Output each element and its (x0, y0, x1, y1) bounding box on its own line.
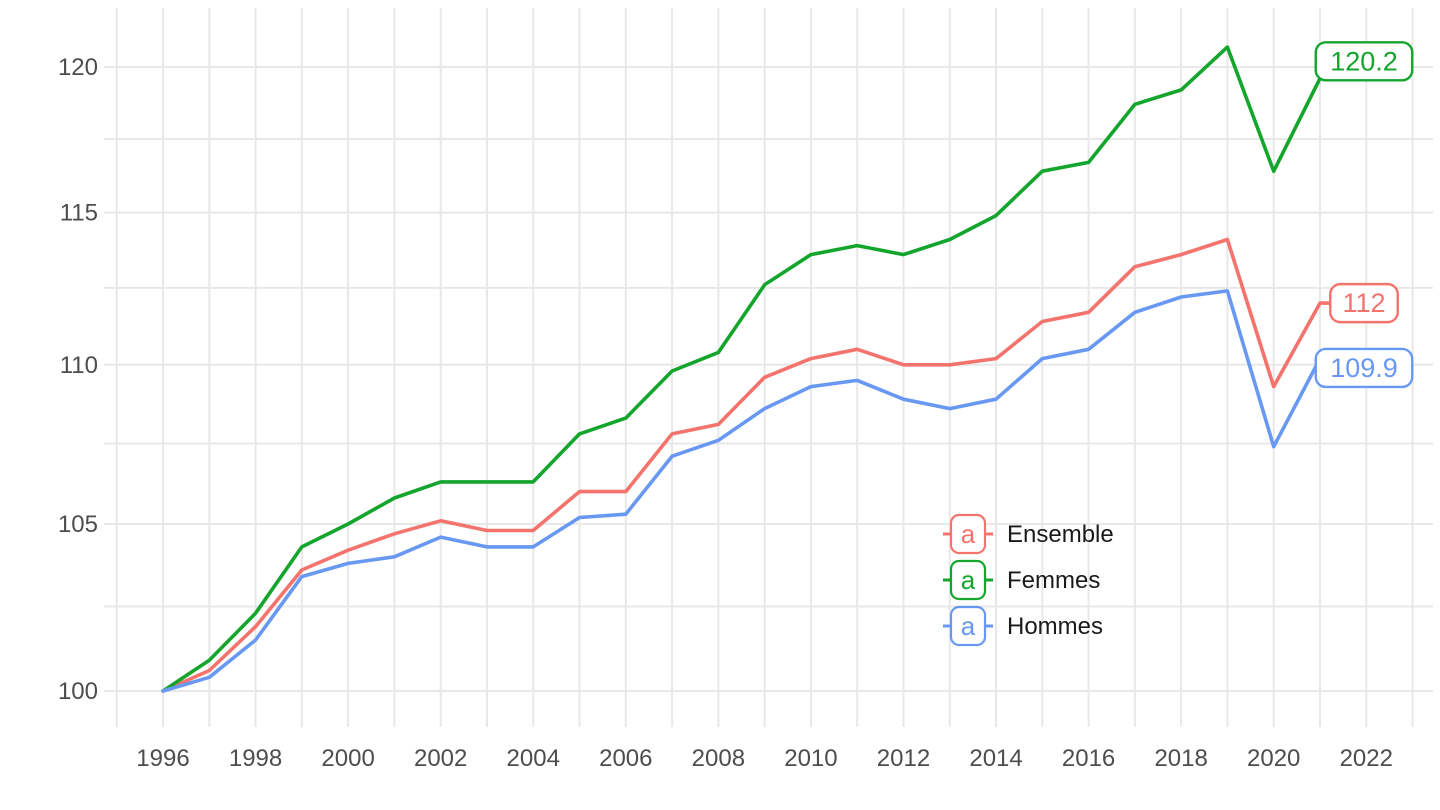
x-axis-tick-label: 2002 (414, 745, 467, 772)
x-axis-tick-label: 1998 (229, 745, 282, 772)
end-label-box-ensemble (1329, 282, 1399, 324)
series-line-hommes (161, 289, 1369, 693)
x-axis-tick-label: 2006 (599, 745, 652, 772)
end-label-box-femmes (1314, 41, 1414, 82)
x-axis-tick-label: 2020 (1247, 745, 1300, 772)
x-axis-tick-label: 2010 (784, 745, 837, 772)
end-label-value-femmes: 120.2 (1330, 46, 1398, 76)
x-axis-tick-label: 2016 (1062, 745, 1115, 772)
x-axis-tick-label: 2018 (1154, 745, 1207, 772)
legend-key-box-femmes (949, 559, 987, 601)
end-label-box-hommes (1314, 347, 1414, 389)
legend-label-femmes: Femmes (1007, 567, 1100, 594)
y-axis-tick-label: 100 (58, 678, 98, 705)
legend-label-hommes: Hommes (1007, 613, 1103, 640)
x-axis-tick-label: 2012 (877, 745, 930, 772)
legend-key-box-ensemble (949, 513, 987, 555)
legend-key-box-hommes (949, 605, 987, 647)
series-line-femmes (161, 45, 1369, 693)
y-axis-tick-label: 115 (60, 200, 98, 227)
legend-key-glyph-femmes: a (961, 565, 976, 595)
end-label-value-hommes: 109.9 (1330, 353, 1398, 383)
series-line-ensemble (161, 237, 1369, 693)
end-label-value-ensemble: 112 (1342, 288, 1385, 318)
y-axis-tick-label: 105 (58, 511, 98, 538)
x-axis-tick-label: 1996 (136, 745, 189, 772)
legend-label-ensemble: Ensemble (1007, 521, 1114, 548)
x-axis-tick-label: 2014 (969, 745, 1022, 772)
legend-key-glyph-hommes: a (961, 611, 976, 641)
y-axis-tick-label: 110 (60, 352, 98, 379)
x-axis-tick-label: 2022 (1340, 745, 1393, 772)
x-axis-tick-label: 2000 (321, 745, 374, 772)
y-axis-tick-label: 120 (58, 54, 98, 81)
x-axis-tick-label: 2008 (692, 745, 745, 772)
x-axis-tick-label: 2004 (507, 745, 560, 772)
legend-key-glyph-ensemble: a (961, 519, 976, 549)
